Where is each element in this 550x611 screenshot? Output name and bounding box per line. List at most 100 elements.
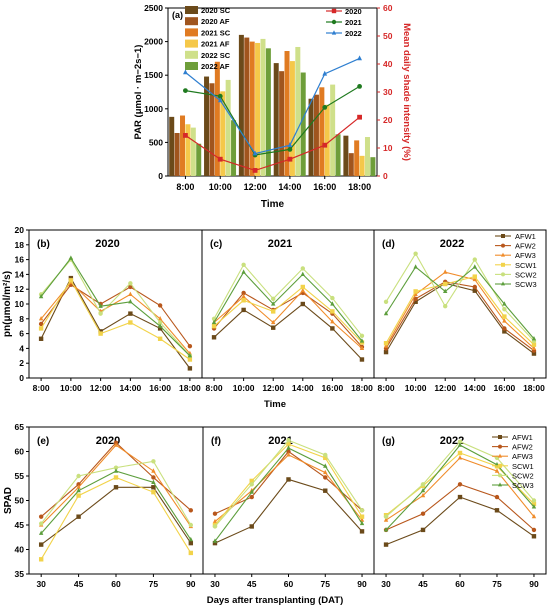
panel-a-ytick-label: 2500: [144, 3, 163, 13]
panel-g-point-SCW3: [420, 487, 426, 493]
panel-d-xtick-label: 8:00: [378, 383, 395, 393]
panel-a-ytick-label: 0: [158, 171, 163, 181]
panel-e-point-SCW3: [113, 468, 119, 473]
panel-e-point-SCW1: [188, 550, 194, 556]
panel-f-point-AFW2: [249, 494, 254, 500]
panel-e-point-SCW3: [188, 536, 194, 542]
panel-c-point-AFW1: [211, 335, 217, 340]
bar-2020-SC: [169, 116, 175, 176]
bar-2020-SC: [238, 34, 244, 176]
panel-g-point-AFW1: [494, 508, 500, 513]
panel-a-y2tick-label: 60: [383, 3, 393, 13]
panel-e-ytick-label: 55: [15, 471, 25, 481]
legend-marker: [501, 281, 505, 286]
panel-g-point-SCW2: [531, 498, 537, 503]
panel-g-point-AFW1: [420, 527, 426, 533]
panel-b-point-AFW2: [157, 303, 163, 308]
panel-d-point-AFW3: [383, 343, 389, 348]
legend-marker: [331, 30, 337, 35]
panel-b-ytick-label: 16: [15, 255, 25, 265]
panel-b-point-SCW1: [98, 331, 103, 336]
panel-a-y2label: Mean daily shade intensity (%): [401, 23, 412, 161]
legend-label: 2022: [345, 29, 362, 38]
panel-e-xtick-label: 60: [111, 579, 121, 589]
shade-point-2022: [287, 142, 293, 147]
panel-a-xtick-label: 10:00: [209, 182, 232, 192]
panel-e-line-SCW3: [40, 470, 192, 541]
legend-marker: [331, 19, 337, 25]
panel-b-line-SCW1: [40, 279, 191, 360]
panel-b-xtick-label: 18:00: [179, 383, 201, 393]
panel-f-point-AFW3: [359, 517, 365, 522]
bar-2021-AF: [324, 104, 330, 176]
panel-e-point-SCW2: [151, 459, 156, 464]
row-xlabel: Days after transplanting (DAT): [207, 595, 344, 606]
panel-f-label: (f): [211, 436, 221, 447]
panel-d-point-SCW1: [472, 274, 477, 279]
bar-2021-AF: [359, 155, 365, 176]
panel-f-point-AFW2: [323, 475, 328, 480]
panel-d-point-AFW3: [502, 318, 507, 323]
panel-d-line-SCW1: [385, 275, 535, 346]
legend-swatch: [185, 28, 198, 37]
legend-label: SCW2: [512, 471, 534, 480]
panel-d-point-AFW1: [502, 329, 507, 334]
panel-b-point-AFW2: [187, 343, 193, 349]
panel-e-point-SCW1: [38, 557, 44, 562]
bar-2022-SC: [330, 84, 336, 176]
shade-point-2020: [217, 156, 223, 162]
panel-b-point-SCW2: [157, 320, 163, 325]
bar-2022-SC: [190, 127, 196, 176]
panel-a-xlabel: Time: [261, 199, 285, 210]
panel-b-point-AFW1: [38, 336, 44, 341]
legend-label: AFW3: [512, 452, 533, 461]
panel-d-point-AFW2: [413, 296, 418, 302]
panel-c-xtick-label: 18:00: [351, 383, 373, 393]
bar-2021-SC: [354, 140, 360, 176]
shade-point-2020: [357, 114, 362, 120]
panel-e-xtick-label: 75: [149, 579, 159, 589]
bar-2020-AF: [279, 71, 285, 176]
bar-2020-SC: [308, 98, 314, 176]
panel-e-point-AFW2: [188, 508, 194, 513]
panel-b-point-SCW2: [98, 311, 103, 316]
bar-2022-SC: [225, 79, 231, 176]
panel-d-point-SCW3: [383, 310, 389, 316]
panel-e-point-SCW3: [151, 479, 156, 484]
panel-b-point-SCW2: [128, 281, 133, 286]
panel-e-point-AFW1: [113, 485, 119, 490]
panel-d-label: (d): [382, 239, 395, 250]
panel-c-line-SCW3: [213, 271, 363, 342]
panel-c-point-AFW3: [330, 318, 335, 324]
panel-b-ytick-label: 18: [15, 240, 25, 250]
panel-g-point-AFW2: [494, 494, 500, 500]
panel-d-point-SCW1: [531, 342, 537, 347]
panel-a-y2tick-label: 10: [383, 143, 393, 153]
panel-b-ytick-label: 10: [15, 299, 25, 309]
panel-f-point-AFW3: [286, 452, 291, 457]
legend-marker: [498, 453, 502, 458]
panel-c-point-AFW1: [330, 326, 335, 331]
panel-e-point-SCW1: [151, 489, 156, 495]
panel-g-point-AFW2: [457, 482, 463, 487]
panel-g-point-SCW1: [457, 450, 463, 456]
legend-swatch: [185, 50, 198, 59]
legend-label: AFW3: [515, 251, 536, 260]
panel-f-point-SCW1: [359, 514, 365, 519]
panel-c-point-AFW1: [300, 301, 305, 307]
panel-d-line-AFW3: [385, 271, 535, 349]
panel-g-point-SCW3: [457, 442, 463, 447]
panel-c-line-SCW1: [213, 286, 363, 343]
panel-d-frame: [373, 229, 547, 379]
panel-a-xtick-label: 14:00: [278, 182, 301, 192]
panel-d-point-AFW2: [472, 284, 477, 290]
panel-b-line-SCW3: [40, 257, 191, 357]
panel-f-point-AFW1: [212, 540, 218, 546]
panel-f-xtick-label: 60: [284, 579, 294, 589]
panel-d-point-SCW1: [443, 281, 448, 287]
panel-e-ytick-label: 50: [15, 496, 25, 506]
panel-b-point-AFW2: [128, 284, 133, 290]
panel-b-ytick-label: 14: [15, 269, 25, 279]
legend-label: AFW1: [515, 232, 536, 241]
panel-e-point-SCW1: [113, 475, 119, 480]
